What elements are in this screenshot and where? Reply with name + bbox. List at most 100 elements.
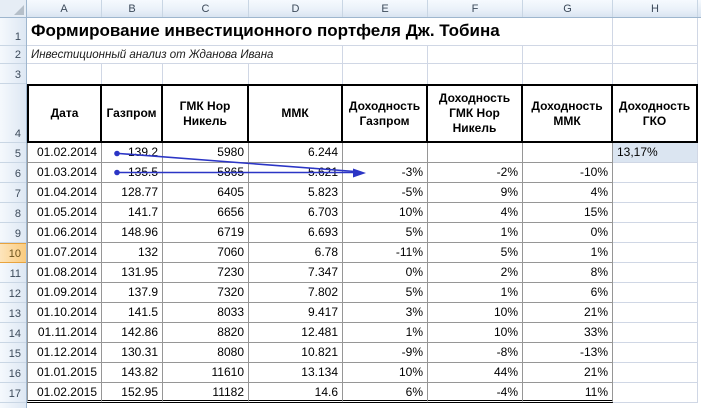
cell-D12[interactable]: 7.802: [249, 283, 343, 303]
cell-G7[interactable]: 4%: [523, 183, 613, 203]
cell-H7[interactable]: [613, 183, 698, 203]
cell-E16[interactable]: 10%: [343, 363, 428, 383]
cell-D14[interactable]: 12.481: [249, 323, 343, 343]
cell-C9[interactable]: 6719: [163, 223, 249, 243]
cell-G5[interactable]: [523, 143, 613, 163]
row-header-6[interactable]: 6: [0, 163, 26, 183]
cell-F5[interactable]: [428, 143, 523, 163]
cell-C12[interactable]: 7320: [163, 283, 249, 303]
row-header-8[interactable]: 8: [0, 203, 26, 223]
select-all-corner[interactable]: [0, 0, 27, 18]
column-header-D[interactable]: D: [249, 0, 343, 17]
cell-C16[interactable]: 11610: [163, 363, 249, 383]
cell-E5[interactable]: [343, 143, 428, 163]
cell-G15[interactable]: -13%: [523, 343, 613, 363]
cell-H11[interactable]: [613, 263, 698, 283]
cell-E3[interactable]: [343, 64, 428, 84]
cell-B5[interactable]: 139.2: [102, 143, 163, 163]
column-header-C[interactable]: C: [163, 0, 249, 17]
cell-A9[interactable]: 01.06.2014: [27, 223, 102, 243]
cell-E7[interactable]: -5%: [343, 183, 428, 203]
cell-C5[interactable]: 5980: [163, 143, 249, 163]
cell-B12[interactable]: 137.9: [102, 283, 163, 303]
row-header-3[interactable]: 3: [0, 64, 26, 84]
cell-G6[interactable]: -10%: [523, 163, 613, 183]
cell-F12[interactable]: 1%: [428, 283, 523, 303]
cell-E13[interactable]: 3%: [343, 303, 428, 323]
cell-H2[interactable]: [613, 46, 698, 64]
cell-A2[interactable]: Инвестиционный анализ от Жданова Ивана: [27, 46, 343, 64]
cell-C13[interactable]: 8033: [163, 303, 249, 323]
cell-A12[interactable]: 01.09.2014: [27, 283, 102, 303]
cell-E6[interactable]: -3%: [343, 163, 428, 183]
cell-G16[interactable]: 21%: [523, 363, 613, 383]
cell-A13[interactable]: 01.10.2014: [27, 303, 102, 323]
cell-B9[interactable]: 148.96: [102, 223, 163, 243]
cell-F17[interactable]: -4%: [428, 383, 523, 403]
cell-H10[interactable]: [613, 243, 698, 263]
cell-C15[interactable]: 8080: [163, 343, 249, 363]
cell-C17[interactable]: 11182: [163, 383, 249, 403]
table-header-mmk[interactable]: ММК: [249, 84, 343, 143]
cell-A10[interactable]: 01.07.2014: [27, 243, 102, 263]
cell-B3[interactable]: [102, 64, 163, 84]
cell-H9[interactable]: [613, 223, 698, 243]
cell-A14[interactable]: 01.11.2014: [27, 323, 102, 343]
cell-C10[interactable]: 7060: [163, 243, 249, 263]
cell-G17[interactable]: 11%: [523, 383, 613, 403]
cell-F7[interactable]: 9%: [428, 183, 523, 203]
cell-H16[interactable]: [613, 363, 698, 383]
cell-F8[interactable]: 4%: [428, 203, 523, 223]
column-header-E[interactable]: E: [343, 0, 428, 17]
cell-D7[interactable]: 5.823: [249, 183, 343, 203]
row-header-14[interactable]: 14: [0, 323, 26, 343]
cell-B8[interactable]: 141.7: [102, 203, 163, 223]
cell-D3[interactable]: [249, 64, 343, 84]
cell-B15[interactable]: 130.31: [102, 343, 163, 363]
cell-C6[interactable]: 5865: [163, 163, 249, 183]
row-header-13[interactable]: 13: [0, 303, 26, 323]
cell-F14[interactable]: 10%: [428, 323, 523, 343]
cell-G13[interactable]: 21%: [523, 303, 613, 323]
cell-E9[interactable]: 5%: [343, 223, 428, 243]
cell-G12[interactable]: 6%: [523, 283, 613, 303]
cell-E14[interactable]: 1%: [343, 323, 428, 343]
row-header-15[interactable]: 15: [0, 343, 26, 363]
column-header-G[interactable]: G: [523, 0, 613, 17]
cell-F9[interactable]: 1%: [428, 223, 523, 243]
cell-E15[interactable]: -9%: [343, 343, 428, 363]
table-header-return-mmk[interactable]: Доходность ММК: [523, 84, 613, 143]
cell-E17[interactable]: 6%: [343, 383, 428, 403]
cell-D17[interactable]: 14.6: [249, 383, 343, 403]
cell-A15[interactable]: 01.12.2014: [27, 343, 102, 363]
cell-B11[interactable]: 131.95: [102, 263, 163, 283]
cell-G14[interactable]: 33%: [523, 323, 613, 343]
row-header-1[interactable]: 1: [0, 18, 26, 46]
table-header-gmk-nornickel[interactable]: ГМК Нор Никель: [163, 84, 249, 143]
cell-E8[interactable]: 10%: [343, 203, 428, 223]
cell-H6[interactable]: [613, 163, 698, 183]
cell-F15[interactable]: -8%: [428, 343, 523, 363]
row-header-2[interactable]: 2: [0, 46, 26, 64]
cell-H8[interactable]: [613, 203, 698, 223]
column-header-F[interactable]: F: [428, 0, 523, 17]
cell-B6[interactable]: 135.5: [102, 163, 163, 183]
cell-A5[interactable]: 01.02.2014: [27, 143, 102, 163]
cell-F13[interactable]: 10%: [428, 303, 523, 323]
row-header-10[interactable]: 10: [0, 243, 26, 263]
cell-E10[interactable]: -11%: [343, 243, 428, 263]
cell-C3[interactable]: [163, 64, 249, 84]
cell-E12[interactable]: 5%: [343, 283, 428, 303]
cell-A7[interactable]: 01.04.2014: [27, 183, 102, 203]
row-header-11[interactable]: 11: [0, 263, 26, 283]
cell-A6[interactable]: 01.03.2014: [27, 163, 102, 183]
cell-D9[interactable]: 6.693: [249, 223, 343, 243]
table-header-gazprom[interactable]: Газпром: [102, 84, 163, 143]
cell-D11[interactable]: 7.347: [249, 263, 343, 283]
row-header-5[interactable]: 5: [0, 143, 26, 163]
cell-B16[interactable]: 143.82: [102, 363, 163, 383]
row-header-17[interactable]: 17: [0, 383, 26, 403]
cell-H13[interactable]: [613, 303, 698, 323]
cell-E2[interactable]: [343, 46, 428, 64]
cell-H17[interactable]: [613, 383, 698, 403]
